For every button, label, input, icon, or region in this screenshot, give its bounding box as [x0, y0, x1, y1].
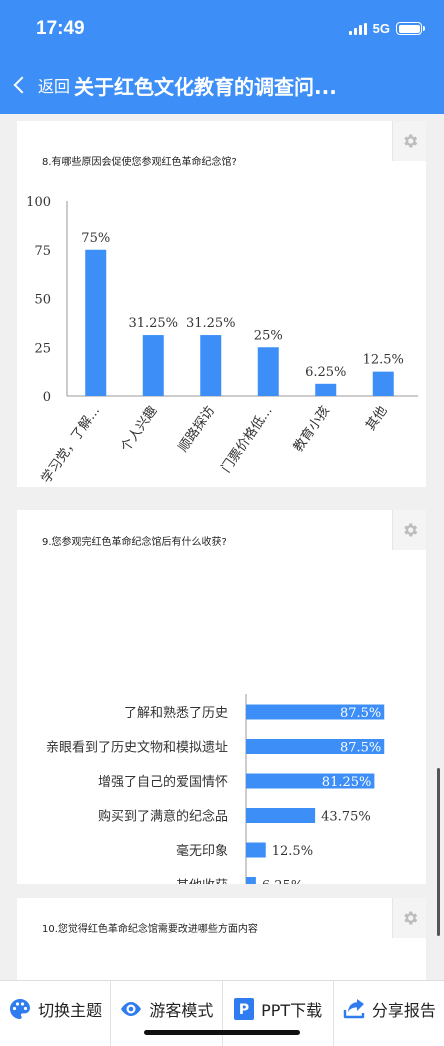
x-tick-label: 学习党，了解... [38, 403, 103, 486]
bar [257, 347, 279, 396]
status-indicators: 5G [348, 21, 425, 36]
data-label: 31.25% [186, 316, 236, 331]
data-label: 12.5% [272, 844, 313, 859]
ppt-icon: P [234, 997, 255, 1020]
palette-icon [10, 998, 31, 1019]
bar [246, 739, 385, 754]
question-card-8: 8.有哪些原因会促使您参观红色革命纪念馆? 0 25 50 75 100 75% 学习党，了… [17, 121, 426, 487]
question-card-9: 9.您参观完红色革命纪念馆后有什么收获? 050100了解和熟悉了历史87.5%… [17, 510, 426, 884]
gear-icon [403, 134, 417, 148]
data-label: 87.5% [340, 741, 381, 756]
y-tick-label: 0 [43, 390, 51, 405]
chart-settings-button[interactable] [392, 898, 426, 938]
x-tick-label: 教育小孩 [290, 403, 333, 455]
y-tick-label: 其他收获 [176, 879, 228, 885]
y-tick-label: 50 [34, 293, 51, 308]
y-tick-label: 100 [26, 195, 51, 210]
back-button[interactable]: 返回 [10, 65, 70, 105]
toolbar-label: 分享报告 [371, 1000, 436, 1020]
scrollbar[interactable] [437, 768, 440, 936]
data-label: 81.25% [322, 775, 372, 790]
status-bar: 17:49 5G [0, 0, 444, 56]
y-tick-label: 了解和熟悉了历史 [124, 705, 228, 721]
question-card-10: 10.您觉得红色革命纪念馆需要改进哪些方面内容 [17, 898, 426, 980]
nav-bar: 返回 关于红色文化教育的调查问... [0, 56, 444, 114]
bar [246, 704, 385, 720]
status-time: 17:49 [36, 18, 85, 39]
bar [246, 842, 266, 858]
eye-icon [121, 1001, 142, 1016]
data-label: 6.25% [305, 365, 346, 380]
battery-icon [396, 22, 425, 35]
x-tick-label: 门票价格低... [218, 403, 276, 476]
data-label: 25% [254, 328, 283, 343]
network-type: 5G [372, 21, 390, 36]
report-content[interactable]: 8.有哪些原因会促使您参观红色革命纪念馆? 0 25 50 75 100 75% 学习党，了… [0, 114, 444, 980]
gear-icon [403, 911, 417, 925]
home-indicator [144, 1030, 300, 1035]
svg-text:P: P [239, 1002, 249, 1018]
bar [142, 335, 164, 396]
bar [200, 335, 222, 396]
data-label: 6.25% [262, 879, 303, 885]
data-label: 43.75% [321, 810, 371, 825]
y-tick-label: 25 [34, 341, 51, 356]
bottom-toolbar: 切换主题 游客模式 P PPT下载 分享报告 [0, 980, 444, 1046]
y-tick-label: 亲眼看到了历史文物和模拟遗址 [46, 740, 228, 756]
gear-icon [403, 523, 417, 537]
data-label: 12.5% [363, 353, 404, 368]
y-tick-label: 购买到了满意的纪念品 [98, 809, 228, 825]
chevron-left-icon [13, 76, 31, 94]
bar [315, 383, 337, 396]
y-tick-label: 增强了自己的爱国情怀 [98, 774, 228, 790]
toolbar-label: PPT下载 [261, 1000, 323, 1020]
x-tick-label: 其他 [363, 404, 390, 434]
switch-theme-button[interactable]: 切换主题 [0, 981, 110, 1046]
data-label: 31.25% [128, 316, 178, 331]
question-title: 9.您参观完红色革命纪念馆后有什么收获? [42, 537, 227, 548]
guest-mode-button[interactable]: 游客模式 [110, 981, 221, 1046]
ppt-download-button[interactable]: P PPT下载 [221, 981, 333, 1046]
data-label: 75% [81, 231, 110, 246]
x-tick-label: 顺路探访 [175, 403, 218, 455]
bar [246, 773, 375, 789]
chart-settings-button[interactable] [392, 510, 426, 550]
bar-chart-q9: 050100了解和熟悉了历史87.5%亲眼看到了历史文物和模拟遗址87.5%增强… [46, 694, 385, 885]
x-tick-label: 个人兴趣 [118, 404, 160, 455]
bar [372, 371, 394, 396]
toolbar-label: 切换主题 [38, 1000, 103, 1020]
toolbar-label: 游客模式 [149, 1000, 214, 1020]
y-tick-label: 毫无印象 [176, 843, 228, 859]
share-icon [343, 998, 365, 1018]
chart-settings-button[interactable] [392, 121, 426, 161]
bar-chart-q8: 0 25 50 75 100 75% 学习党，了解... 31.25% 个人兴趣 31.25% 顺路… [26, 195, 418, 486]
bar [246, 808, 316, 823]
data-label: 87.5% [340, 706, 381, 721]
bar [85, 249, 107, 396]
signal-icon [348, 22, 367, 35]
y-tick-label: 75 [34, 244, 51, 259]
back-label: 返回 [38, 77, 71, 96]
bar [246, 877, 256, 884]
share-report-button[interactable]: 分享报告 [332, 981, 444, 1046]
question-title: 10.您觉得红色革命纪念馆需要改进哪些方面内容 [42, 924, 258, 935]
page-title: 关于红色文化教育的调查问... [74, 74, 337, 99]
question-title: 8.有哪些原因会促使您参观红色革命纪念馆? [42, 157, 237, 168]
